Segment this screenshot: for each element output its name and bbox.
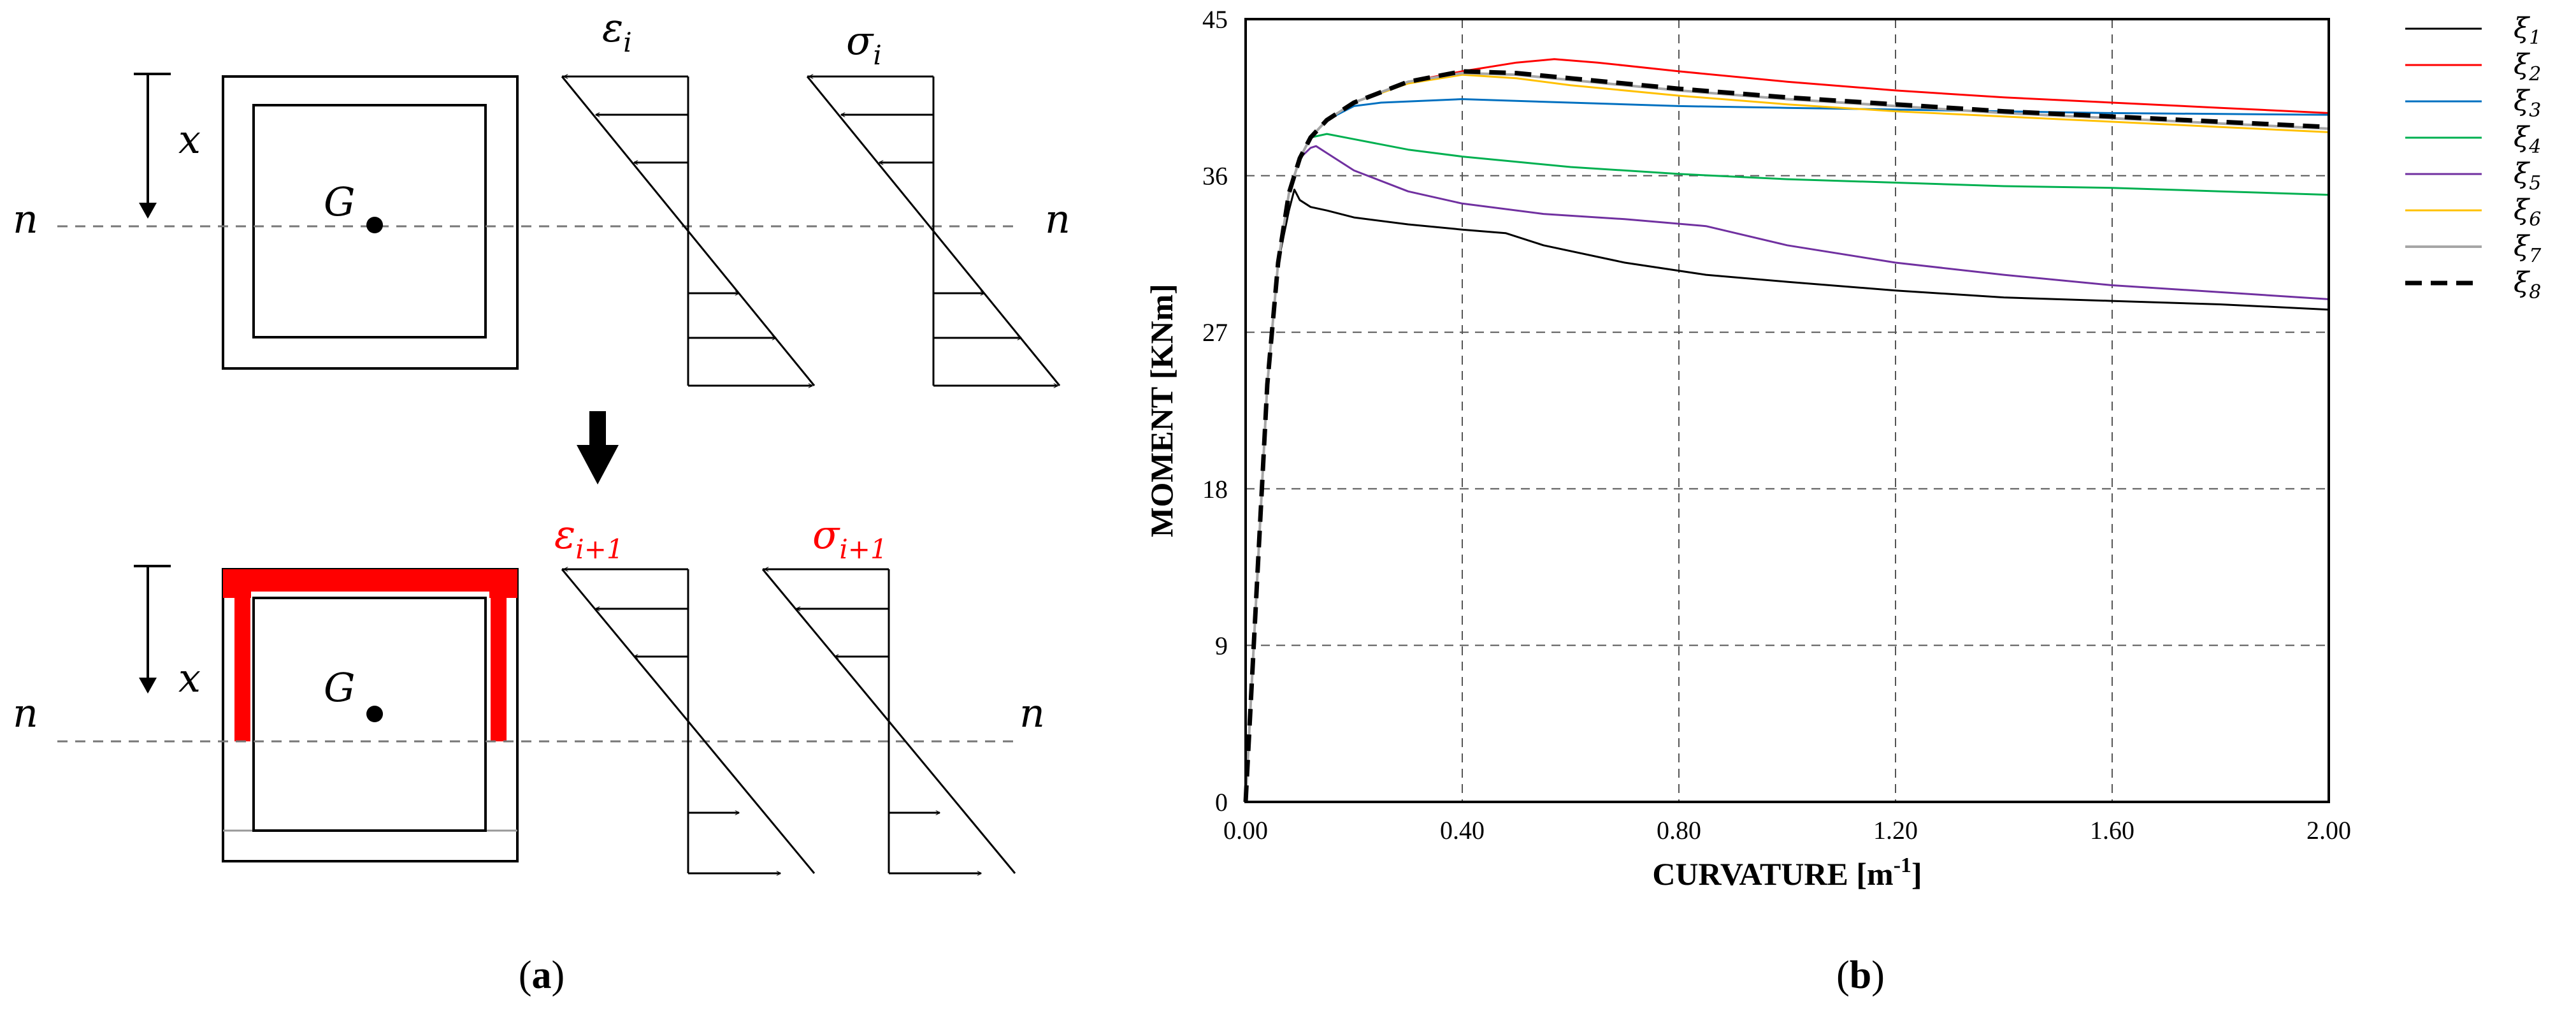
section-bottom [57,565,1019,873]
x-tick-label: 0.40 [1440,816,1485,845]
series-line-xi-2 [1244,58,2329,803]
y-tick-label: 27 [1202,318,1228,347]
series-line-xi-1 [1244,188,2329,803]
strengthening-jacket [223,569,517,741]
section-top-outer [222,75,519,370]
section-top [57,73,1061,386]
legend-label-xi-1: ξ1 [2514,12,2541,49]
series-line-xi-3 [1244,98,2329,803]
stress-diagram-bottom [761,569,1016,873]
y-tick-labels: 0 9 18 27 36 45 [1202,5,1228,817]
strain-diagram-bottom [561,569,816,873]
series-line-xi-4 [1244,133,2329,803]
legend-label-xi-7: ξ7 [2514,230,2542,267]
y-tick-label: 36 [1202,162,1228,191]
panel-a-labels: n n x G εi σi n n x G εi+1 σi+1 (a) [13,4,1070,997]
y-tick-label: 45 [1202,5,1228,34]
x-tick-label: 0.00 [1223,816,1268,845]
depth-arrowhead-top [139,203,157,219]
series-line-xi-5 [1244,145,2329,803]
x-axis-label: CURVATURE [m-1] [1652,854,1922,892]
centroid-label-bottom: G [324,664,356,711]
x-tick-labels: 0.00 0.40 0.80 1.20 1.60 2.00 [1223,816,2351,845]
stress-label-bottom: σi+1 [812,511,888,565]
y-tick-label: 9 [1215,631,1228,660]
section-bottom-inner [252,597,487,832]
legend-label-xi-2: ξ2 [2514,48,2541,85]
stress-diagram-top [806,76,1061,386]
panel-a-label: (a) [519,954,565,997]
depth-label-bottom: x [178,655,201,701]
section-top-inner [252,104,487,338]
neutral-axis-label-left-bottom: n [13,690,38,736]
plot-area-frame [1244,18,2330,803]
legend-label-xi-3: ξ3 [2514,85,2541,122]
depth-arrowhead-bottom [139,678,157,694]
legend-label-xi-4: ξ4 [2514,121,2541,158]
legend-label-xi-6: ξ6 [2514,194,2541,231]
series-line-xi-8 [1243,69,2329,803]
legend-label-xi-5: ξ5 [2514,157,2541,194]
series-line-xi-7 [1244,71,2329,803]
panel-a [57,73,1061,873]
chart-series [1243,58,2329,803]
legend-label-xi-8: ξ8 [2514,266,2541,303]
depth-label-top: x [178,116,201,163]
x-tick-label: 2.00 [2306,816,2351,845]
y-tick-label: 18 [1202,475,1228,504]
strain-label-bottom: εi+1 [554,511,624,565]
centroid-label-top: G [324,178,356,225]
neutral-axis-label-right-top: n [1045,196,1070,242]
stress-label-top: σi [846,17,882,71]
y-tick-label: 0 [1215,788,1228,817]
moment-curvature-chart: 0.00 0.40 0.80 1.20 1.60 2.00 0 9 18 27 36 45 CURV… [1144,5,2542,892]
panel-b-label: (b) [1836,954,1885,997]
neutral-axis-label-left-top: n [13,196,38,242]
x-tick-label: 0.80 [1657,816,1701,845]
transition-arrow [577,411,619,484]
x-tick-label: 1.60 [2090,816,2134,845]
strain-label-top: εi [602,4,632,58]
x-tick-label: 1.20 [1873,816,1918,845]
chart-grid [1246,19,2329,802]
strain-diagram-top [561,76,816,386]
centroid-dot-top [366,217,383,233]
neutral-axis-label-right-bottom: n [1019,690,1045,736]
centroid-dot-bottom [366,706,383,722]
series-line-xi-6 [1244,73,2329,803]
y-axis-label: MOMENT [KNm] [1144,284,1179,537]
